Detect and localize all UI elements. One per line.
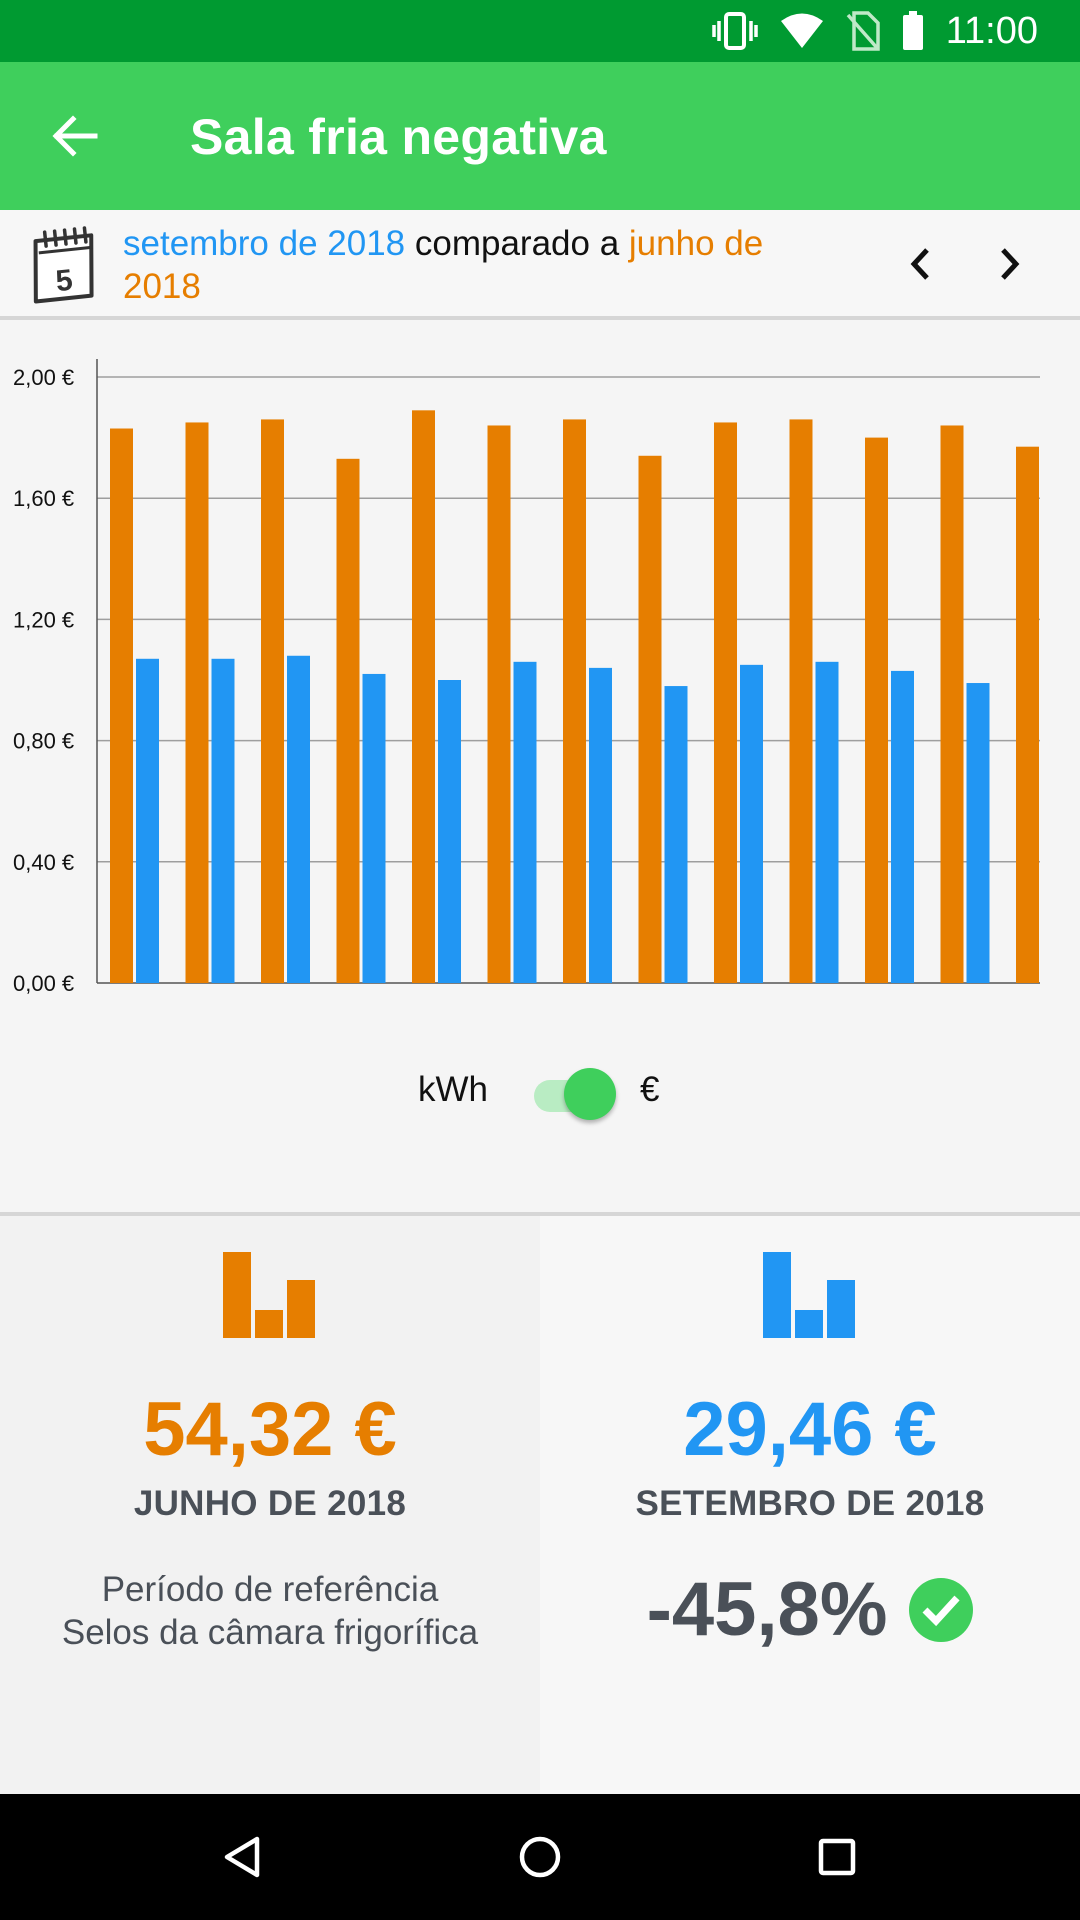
- consumption-chart: 0,00 € 0,40 € 0,80 € 1,20 € 1,60 € 2,00 €: [13, 359, 1040, 996]
- reference-period-name: JUNHO DE 2018: [133, 1484, 407, 1523]
- svg-text:5: 5: [54, 264, 74, 299]
- reference-description: Período de referência Selos da câmara fr…: [0, 1568, 540, 1654]
- current-bar[interactable]: [891, 670, 914, 983]
- delta-percent: -45,8%: [646, 1567, 888, 1652]
- back-button[interactable]: [40, 106, 110, 166]
- unit-kwh-label[interactable]: kWh: [418, 1070, 488, 1109]
- current-bar[interactable]: [664, 686, 688, 983]
- reference-bar[interactable]: [110, 428, 133, 983]
- app-bar: Sala fria negativa: [0, 62, 1080, 210]
- reference-bar[interactable]: [940, 425, 964, 984]
- period-connector: comparado a: [405, 224, 629, 263]
- savings-indicator: -45,8%: [540, 1566, 1080, 1653]
- reference-bar[interactable]: [1016, 446, 1039, 983]
- page-title: Sala fria negativa: [190, 109, 607, 165]
- current-period-name: SETEMBRO DE 2018: [635, 1484, 985, 1523]
- y-tick-label: 0,40 €: [13, 850, 74, 875]
- current-bar[interactable]: [438, 680, 461, 983]
- reference-bar[interactable]: [638, 455, 662, 983]
- reference-bar[interactable]: [336, 458, 360, 983]
- summary-section: 54,32 € JUNHO DE 2018 Período de referên…: [0, 1212, 1080, 1798]
- back-triangle-icon: [224, 1836, 260, 1878]
- reference-bar[interactable]: [789, 419, 813, 983]
- reference-bar[interactable]: [714, 422, 737, 983]
- current-bar[interactable]: [740, 664, 763, 983]
- unit-switch[interactable]: [530, 1064, 620, 1120]
- home-circle-icon: [519, 1836, 561, 1878]
- y-tick-label: 1,60 €: [13, 486, 74, 511]
- no-sim-icon: [846, 11, 880, 51]
- unit-toggle: kWh €: [0, 1060, 1080, 1120]
- check-circle-icon: [909, 1577, 974, 1642]
- previous-period-button[interactable]: [890, 238, 950, 290]
- y-tick-label: 0,00 €: [13, 971, 74, 996]
- reference-sub-line2: Selos da câmara frigorífica: [61, 1613, 479, 1652]
- reference-amount: 54,32 €: [143, 1387, 397, 1472]
- current-bar[interactable]: [589, 667, 612, 983]
- period-description: setembro de 2018 comparado a junho de 20…: [123, 222, 823, 308]
- unit-euro-label[interactable]: €: [640, 1070, 660, 1109]
- reference-bar[interactable]: [487, 425, 511, 984]
- y-tick-label: 2,00 €: [13, 365, 74, 390]
- system-back-button[interactable]: [208, 1824, 274, 1890]
- current-bar[interactable]: [815, 661, 839, 983]
- chevron-right-icon: [1001, 248, 1020, 280]
- current-period-card: 29,46 € SETEMBRO DE 2018 -45,8%: [540, 1216, 1080, 1798]
- arrow-left-icon: [52, 115, 98, 157]
- reference-bar[interactable]: [865, 437, 888, 984]
- current-period-label: setembro de 2018: [123, 224, 406, 263]
- current-bar[interactable]: [287, 655, 310, 983]
- calendar-icon[interactable]: 5: [26, 220, 108, 306]
- status-bar: 11:00: [0, 0, 1080, 62]
- current-bar[interactable]: [362, 673, 386, 983]
- system-home-button[interactable]: [507, 1824, 573, 1890]
- y-tick-label: 0,80 €: [13, 729, 74, 754]
- bar-chart-icon: [763, 1252, 855, 1338]
- battery-icon: [902, 11, 923, 50]
- system-recents-button[interactable]: [804, 1824, 870, 1890]
- reference-bar[interactable]: [261, 419, 284, 983]
- y-tick-label: 1,20 €: [13, 607, 74, 632]
- bar-chart-icon: [223, 1252, 315, 1338]
- next-period-button[interactable]: [980, 238, 1040, 290]
- current-amount: 29,46 €: [683, 1387, 937, 1472]
- reference-bar[interactable]: [412, 410, 435, 983]
- recents-square-icon: [818, 1838, 856, 1876]
- wifi-icon: [780, 13, 823, 48]
- vibrate-icon: [711, 12, 758, 50]
- status-time: 11:00: [945, 9, 1038, 52]
- status-icons: 11:00: [711, 9, 1038, 52]
- reference-bar[interactable]: [185, 422, 209, 983]
- reference-period-card: 54,32 € JUNHO DE 2018 Período de referên…: [0, 1216, 540, 1798]
- reference-bar[interactable]: [563, 419, 586, 983]
- reference-period-label: junho de 2018: [123, 224, 764, 306]
- period-selector: 5 setembro de 2018 comparado a junho de …: [0, 210, 1080, 320]
- current-bar[interactable]: [211, 658, 235, 983]
- current-bar[interactable]: [513, 661, 537, 983]
- reference-sub-line1: Período de referência: [101, 1570, 439, 1609]
- current-bar[interactable]: [136, 658, 159, 983]
- switch-thumb: [564, 1068, 616, 1120]
- current-bar[interactable]: [966, 683, 990, 983]
- system-navigation-bar: [0, 1794, 1080, 1920]
- chevron-left-icon: [910, 248, 929, 280]
